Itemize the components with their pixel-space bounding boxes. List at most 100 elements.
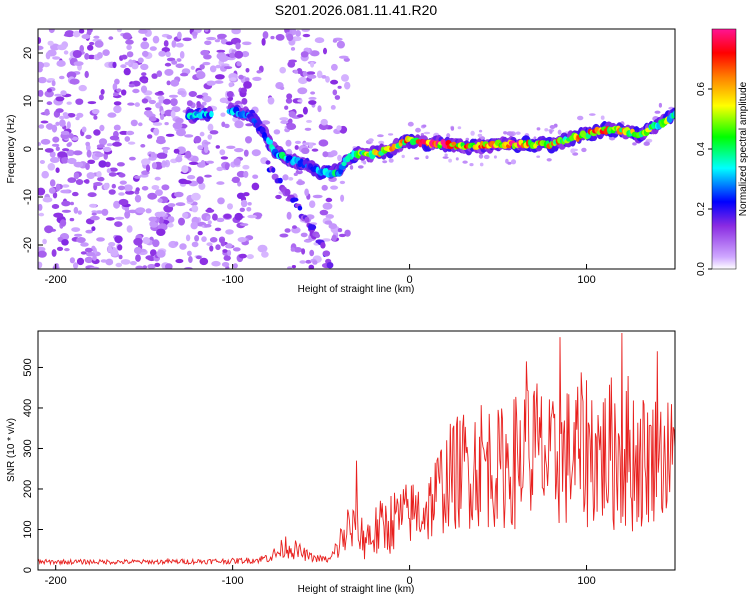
spectrogram-cell [85,141,91,147]
spectrogram-cell [234,212,243,221]
spectrogram-cell [163,161,168,166]
spectrogram-cell [223,255,231,261]
spectrogram-cell [286,93,293,100]
spectrogram-cell [577,115,584,121]
spectrogram-cell [255,122,260,127]
spectrogram-cell [121,89,127,96]
spectrogram-cell [549,125,556,129]
spectrogram-cell [148,116,157,122]
spectrogram-cell [94,152,105,158]
spectrogram-cell [195,255,202,260]
spectrogram-cell [247,202,252,206]
spectrogram-cell [89,266,100,269]
spectrogram-cell [62,148,70,152]
spectrogram-cell [173,148,180,154]
spectrogram-cell [85,134,92,140]
spectrogram-cell [336,125,342,131]
spectrogram-cell [215,64,222,69]
spectrogram-cell [99,124,105,132]
spectrogram-cell [44,90,54,98]
figure-title: S201.2026.081.11.41.R20 [275,2,438,18]
spectrogram-cell [469,163,474,167]
spectrogram-cell [137,57,144,64]
spectrogram-cell [52,192,58,199]
spectrogram-cell [204,174,212,178]
spectrogram-cell [339,180,346,185]
spectrogram-cell [87,159,96,164]
spectrogram-cell [87,101,97,105]
spectrogram-cell [50,43,60,51]
spectrogram-cell [59,219,67,227]
spectrogram-cell [128,83,135,88]
spectrogram-cell [55,146,60,151]
spectrogram-cell [196,71,206,80]
spectrogram-cell [151,185,160,190]
spectrogram-cell [457,126,462,130]
spectrogram-cell [247,214,257,219]
spectrogram-cell [425,155,429,159]
spectrogram-marks [38,29,675,269]
spectrogram-cell [196,101,201,108]
spectrogram-cell [69,257,75,264]
spectrogram-cell [288,177,294,181]
spectrogram-cell [131,62,139,70]
spectrogram-cell [148,99,156,105]
spectrogram-cell [294,36,302,42]
colorbar-tick-label: 0.4 [696,142,707,156]
colorbar-tick-label: 0.6 [696,82,707,96]
spectrogram-cell [343,57,350,62]
spectrogram-cell [280,120,289,125]
spectrogram-cell [55,183,61,192]
spectrogram-cell [291,265,296,269]
spectrogram-cell [124,210,131,219]
y-tick-label: 100 [22,520,34,538]
spectrogram-cell [188,161,199,165]
spectrogram-cell [295,169,303,175]
spectrogram-cell [206,242,213,247]
spectrogram-cell [330,150,338,157]
spectrogram-cell [84,70,89,79]
spectrogram-cell [238,253,247,259]
spectrogram-cell [288,111,296,118]
spectrogram-cell [130,119,138,127]
spectrogram-cell [181,165,189,174]
spectrogram-cell [275,34,285,41]
spectrogram-cell [285,97,293,104]
spectrogram-cell [536,127,541,131]
spectrogram-cell [74,233,83,237]
spectrogram-cell [330,79,339,85]
spectrogram-cell [212,213,218,221]
spectrogram-cell [175,63,185,69]
spectrogram-cell [442,156,449,159]
spectrogram-cell [96,52,103,59]
spectrogram-cell [157,90,164,95]
spectrogram-cell [239,207,245,212]
spectrogram-cell [292,225,297,229]
spectrogram-cell [197,145,204,150]
spectrogram-cell [59,119,66,127]
x-tick-label: 0 [407,575,413,587]
spectrogram-cell [107,112,117,118]
spectrogram-cell [151,73,158,79]
spectrogram-cell [112,141,122,147]
spectrogram-cell [207,123,214,132]
spectrogram-cell [344,81,351,90]
spectrogram-cell [111,183,117,189]
spectrogram-cell [98,94,104,101]
spectrogram-cell [242,164,250,170]
spectrogram-cell [44,225,54,234]
spectrogram-cell [142,37,148,41]
spectrogram-cell [308,100,317,105]
spectrogram-cell [246,207,252,212]
spectrogram-cell [187,175,196,180]
spectrogram-cell [199,64,205,70]
spectrogram-cell [38,246,46,252]
spectrogram-cell [53,212,64,218]
spectrogram-cell [167,222,174,228]
spectrogram-cell [105,217,115,221]
spectrogram-cell [61,200,71,207]
spectrogram-cell [315,233,321,238]
spectrogram-cell [296,180,305,186]
spectrogram-cell [256,70,262,74]
spectrogram-cell [119,130,129,135]
